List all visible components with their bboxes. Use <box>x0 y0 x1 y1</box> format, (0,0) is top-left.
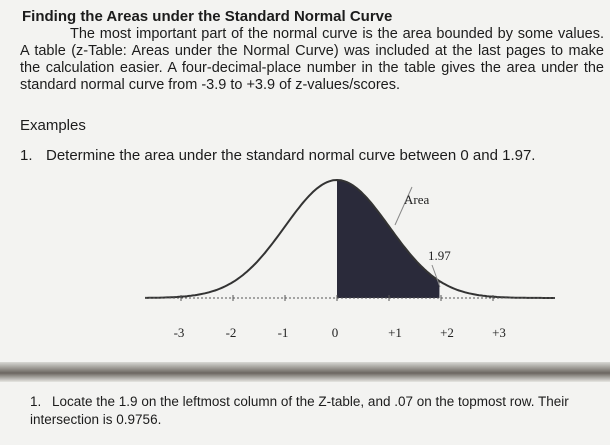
example: 1. Determine the area under the standard … <box>20 147 535 164</box>
axis-label: -3 <box>174 325 185 340</box>
area-pointer <box>394 186 413 226</box>
axis-label: -2 <box>226 325 237 340</box>
normal-curve <box>145 178 555 299</box>
shaded-area <box>337 180 440 298</box>
axis-label: +3 <box>492 325 506 340</box>
paragraph: The most important part of the normal cu… <box>20 26 604 93</box>
page-shadow <box>0 362 610 382</box>
axis-label: +2 <box>440 325 454 340</box>
axis-label: -1 <box>278 325 289 340</box>
axis-label: +1 <box>388 325 402 340</box>
axis-label: 0 <box>332 325 339 340</box>
example-text: Determine the area under the standard no… <box>46 147 536 164</box>
normal-curve-figure: Area 1.97 -3 -2 -1 0 +1 +2 +3 <box>145 178 555 340</box>
examples-label: Examples <box>20 117 86 134</box>
step: 1. Locate the 1.9 on the leftmost column … <box>30 393 570 429</box>
z-pointer <box>431 264 441 288</box>
area-label: Area <box>404 192 429 207</box>
example-number: 1. <box>20 147 33 164</box>
heading: Finding the Areas under the Standard Nor… <box>22 8 393 25</box>
z-label: 1.97 <box>428 248 451 263</box>
step-text: Locate the 1.9 on the leftmost column of… <box>30 394 569 427</box>
step-number: 1. <box>30 394 42 409</box>
